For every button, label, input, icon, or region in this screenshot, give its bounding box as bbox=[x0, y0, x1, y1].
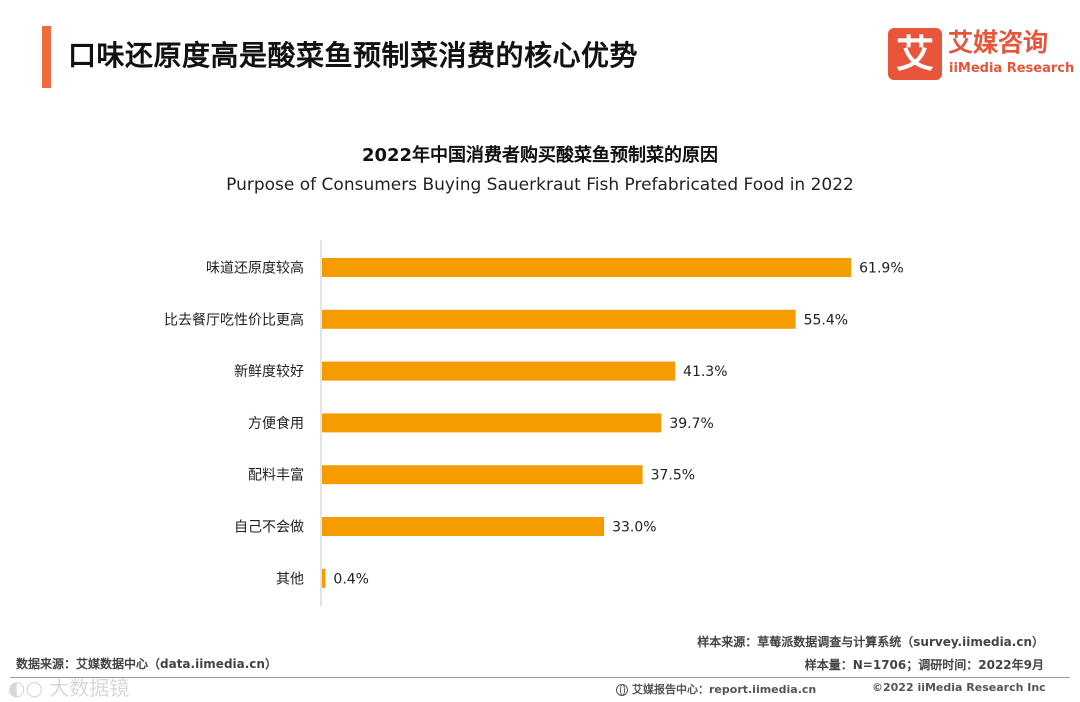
value-label: 61.9% bbox=[859, 261, 903, 277]
value-label: 39.7% bbox=[669, 416, 713, 432]
report-center-text: 艾媒报告中心：report.iimedia.cn bbox=[632, 683, 817, 696]
data-source: 数据来源：艾媒数据中心（data.iimedia.cn） bbox=[16, 657, 277, 671]
category-label: 方便食用 bbox=[248, 415, 304, 432]
report-center: 艾媒报告中心：report.iimedia.cn bbox=[616, 681, 816, 697]
sample-source: 样本来源：草莓派数据调查与计算系统（survey.iimedia.cn） bbox=[697, 635, 1044, 649]
bar bbox=[322, 258, 852, 277]
copyright: ©2022 iiMedia Research Inc bbox=[872, 681, 1046, 694]
globe-icon bbox=[616, 684, 628, 696]
brand-logo: 艾 艾媒咨询 iiMedia Research bbox=[888, 28, 1074, 82]
sample-info: 样本量：N=1706；调研时间：2022年9月 bbox=[804, 658, 1044, 672]
value-label: 37.5% bbox=[651, 468, 695, 484]
bar bbox=[322, 413, 662, 433]
logo-en-text: iiMedia Research bbox=[949, 61, 1075, 76]
category-label: 比去餐厅吃性价比更高 bbox=[164, 311, 304, 328]
logo-mark-icon: 艾 bbox=[888, 28, 942, 80]
footer-divider bbox=[10, 677, 1070, 678]
category-label: 配料丰富 bbox=[248, 467, 304, 484]
watermark: ◐○ 大数据镜 bbox=[8, 676, 130, 700]
value-label: 0.4% bbox=[333, 571, 369, 587]
bar bbox=[322, 361, 676, 381]
category-label: 新鲜度较好 bbox=[234, 364, 304, 380]
bar bbox=[322, 309, 796, 329]
title-accent-bar bbox=[42, 26, 51, 88]
category-label: 味道还原度较高 bbox=[206, 260, 304, 277]
bar bbox=[322, 568, 326, 588]
bar bbox=[322, 517, 605, 536]
page-title: 口味还原度高是酸菜鱼预制菜消费的核心优势 bbox=[68, 39, 639, 72]
logo-cn-text: 艾媒咨询 bbox=[948, 28, 1049, 57]
value-label: 41.3% bbox=[683, 364, 727, 380]
bar bbox=[322, 465, 643, 485]
category-label: 其他 bbox=[276, 571, 304, 587]
chart-subtitle: Purpose of Consumers Buying Sauerkraut F… bbox=[226, 175, 854, 195]
chart-title: 2022年中国消费者购买酸菜鱼预制菜的原因 bbox=[361, 145, 719, 166]
bar-chart: 味道还原度较高 61.9% 比去餐厅吃性价比更高 55.4% 新鲜度较好 41.3% 方便食… bbox=[164, 240, 904, 606]
value-label: 33.0% bbox=[612, 520, 656, 536]
category-label: 自己不会做 bbox=[234, 520, 304, 536]
value-label: 55.4% bbox=[804, 312, 848, 328]
